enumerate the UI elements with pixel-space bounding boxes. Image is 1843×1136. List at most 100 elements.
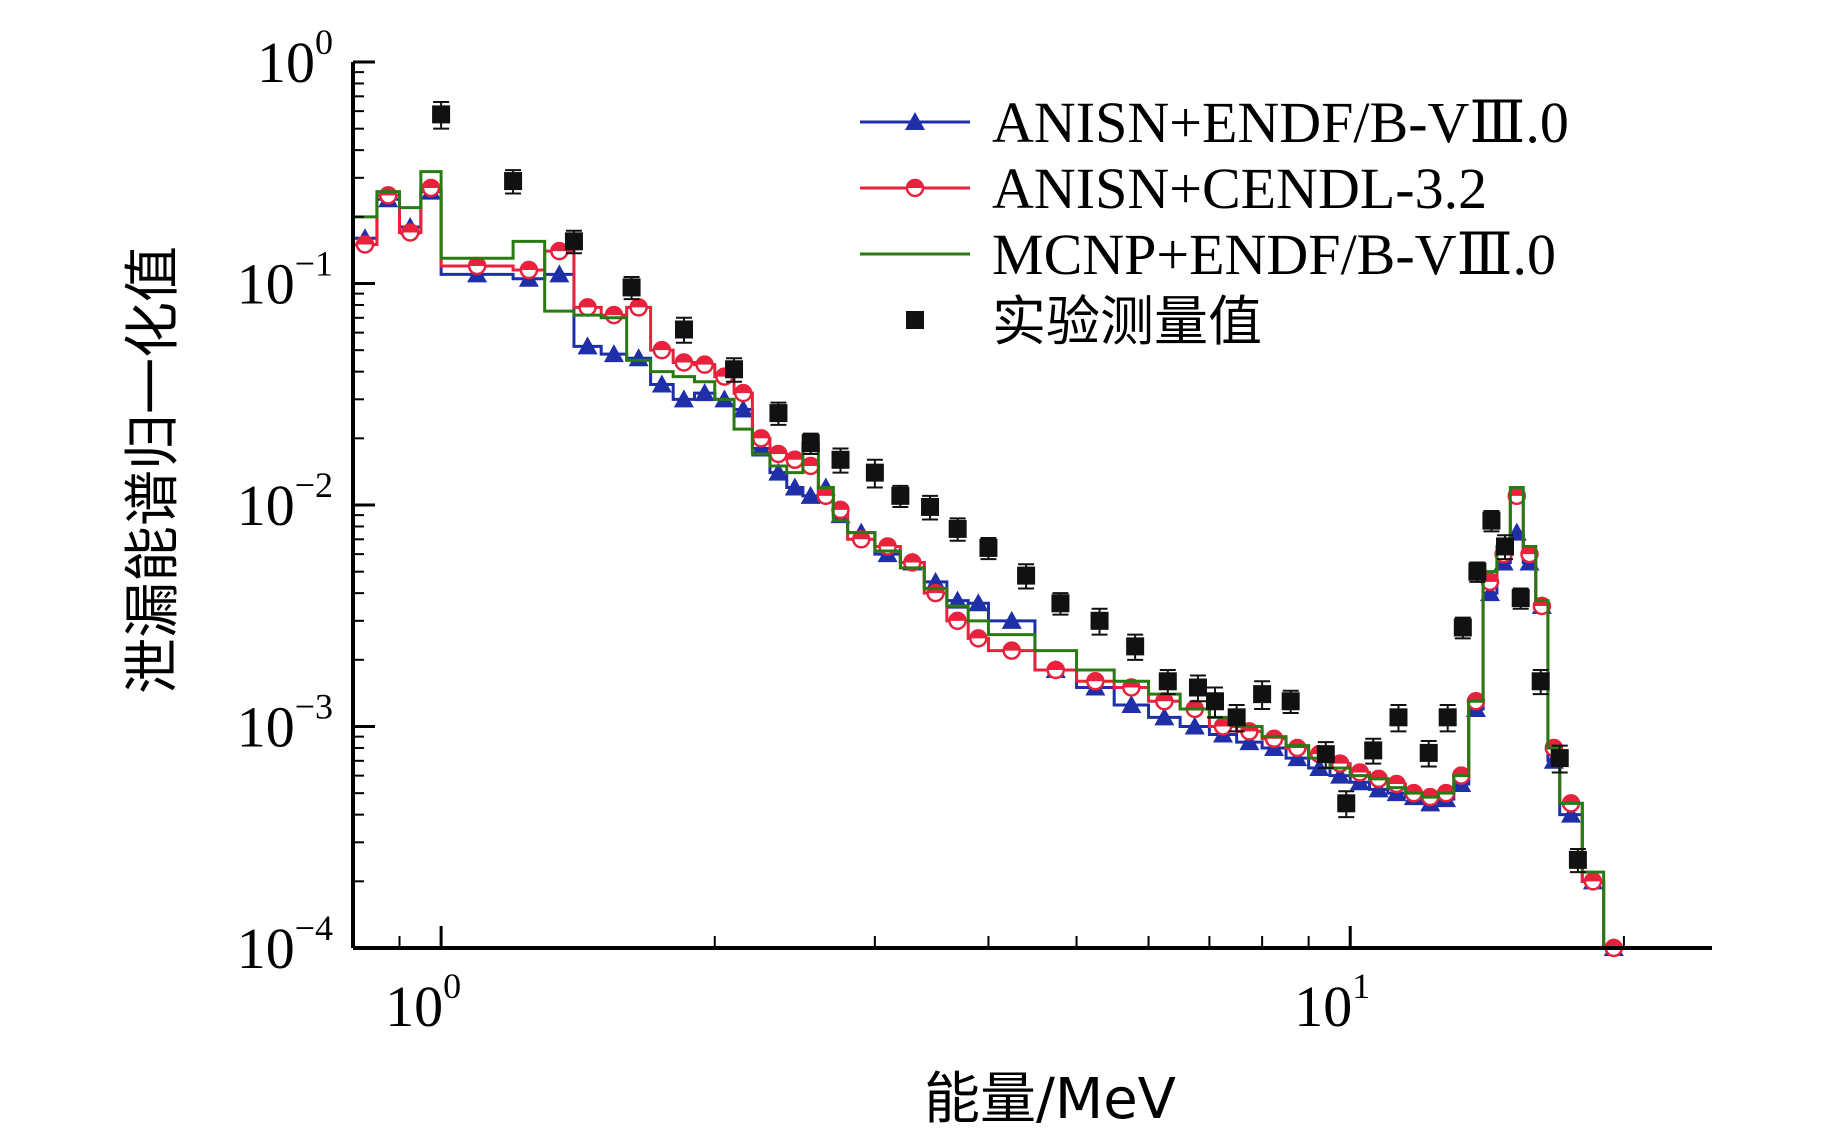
data-point xyxy=(1002,641,1021,660)
legend-marker xyxy=(905,112,925,130)
y-tick-label: 10−1 xyxy=(237,244,333,317)
data-point xyxy=(652,340,672,360)
y-tick-exponent: −1 xyxy=(295,244,333,284)
data-point xyxy=(925,571,946,590)
data-point xyxy=(1017,566,1036,585)
legend-marker xyxy=(905,178,925,198)
data-point xyxy=(831,450,850,469)
data-point xyxy=(1337,794,1356,813)
data-point xyxy=(1438,708,1457,727)
data-point xyxy=(1511,589,1530,608)
data-point xyxy=(694,383,715,402)
half-circle-fill xyxy=(653,342,670,351)
data-point xyxy=(1531,672,1550,691)
legend-label: MCNP+ENDF/B-VⅢ.0 xyxy=(992,222,1556,287)
data-point xyxy=(948,519,967,538)
half-circle-fill xyxy=(1521,546,1538,555)
data-point xyxy=(768,462,789,481)
data-point xyxy=(1387,774,1406,794)
data-point xyxy=(979,538,998,557)
half-circle-fill xyxy=(1467,693,1484,702)
half-circle-fill xyxy=(802,457,819,466)
half-circle-fill xyxy=(520,262,537,271)
data-point xyxy=(1121,695,1142,714)
half-circle-fill xyxy=(753,430,770,439)
half-circle-fill xyxy=(1438,785,1455,794)
data-point xyxy=(1051,594,1070,613)
half-circle-fill xyxy=(1405,785,1422,794)
half-circle-fill xyxy=(356,236,373,245)
half-circle-fill xyxy=(1047,661,1064,670)
data-point xyxy=(564,232,583,251)
legend-marker xyxy=(906,311,924,329)
data-point xyxy=(1468,562,1487,581)
half-circle-fill xyxy=(675,354,692,363)
y-axis-title: 泄漏能谱归一化值 xyxy=(121,246,186,694)
data-point xyxy=(968,593,989,612)
y-tick-base: 10 xyxy=(237,695,295,760)
data-point xyxy=(1482,511,1501,530)
data-point xyxy=(1583,872,1603,891)
half-circle-fill xyxy=(1422,789,1439,798)
half-circle-fill xyxy=(786,451,803,460)
half-circle-fill xyxy=(696,356,713,365)
data-point xyxy=(725,360,744,379)
y-tick-exponent: −3 xyxy=(295,687,333,727)
data-point xyxy=(629,298,648,317)
half-circle-fill xyxy=(1584,873,1601,882)
data-point xyxy=(1453,618,1472,637)
data-point xyxy=(1550,749,1569,768)
legend-entry-3: MCNP+ENDF/B-VⅢ.0 xyxy=(860,222,1556,287)
y-tick-label: 10−3 xyxy=(237,687,333,760)
data-point xyxy=(1496,537,1515,556)
half-circle-fill xyxy=(1453,767,1470,776)
data-point xyxy=(921,497,940,516)
x-tick-exponent: 1 xyxy=(1352,966,1370,1006)
half-circle-fill xyxy=(1215,718,1232,727)
half-circle-fill xyxy=(904,554,921,563)
legend-label: ANISN+ENDF/B-VⅢ.0 xyxy=(992,90,1569,155)
data-point xyxy=(1086,672,1105,691)
half-circle-fill xyxy=(735,385,752,394)
data-point xyxy=(1330,765,1351,784)
y-tick-label: 10−4 xyxy=(237,908,333,981)
y-tick-exponent: 0 xyxy=(315,22,333,62)
data-point xyxy=(1155,692,1174,711)
legend-entry-4: 实验测量值 xyxy=(906,290,1262,353)
half-circle-fill xyxy=(630,299,647,308)
half-circle-fill xyxy=(1370,770,1387,779)
data-point xyxy=(1350,763,1370,782)
y-tick-base: 10 xyxy=(237,252,295,317)
data-point xyxy=(1568,850,1587,869)
data-point xyxy=(355,235,375,254)
half-circle-fill xyxy=(1186,700,1203,709)
data-point xyxy=(1389,708,1408,727)
half-circle-fill xyxy=(949,612,966,621)
data-point xyxy=(733,383,753,403)
y-tick-label: 100 xyxy=(257,22,333,95)
data-point xyxy=(604,305,624,325)
half-circle-fill xyxy=(605,307,622,316)
data-point xyxy=(504,172,523,191)
data-point xyxy=(785,450,805,470)
data-point xyxy=(800,485,821,504)
plot-area xyxy=(353,100,1624,958)
data-point xyxy=(1090,611,1109,630)
data-point xyxy=(1001,610,1022,629)
data-point xyxy=(549,264,570,283)
data-point xyxy=(651,374,672,393)
data-point xyxy=(816,486,836,506)
data-point xyxy=(1316,745,1335,764)
series-experiment xyxy=(432,100,1587,874)
half-circle-fill xyxy=(817,487,834,496)
legend: ANISN+ENDF/B-VⅢ.0ANISN+CENDL-3.2MCNP+END… xyxy=(860,90,1569,353)
data-point xyxy=(1264,729,1284,749)
data-point xyxy=(1184,716,1205,735)
data-point xyxy=(1281,692,1300,711)
half-circle-fill xyxy=(1563,795,1580,804)
data-point xyxy=(1520,544,1539,564)
data-point xyxy=(432,105,451,124)
x-tick-base: 10 xyxy=(1294,974,1352,1039)
data-point xyxy=(1561,804,1582,823)
